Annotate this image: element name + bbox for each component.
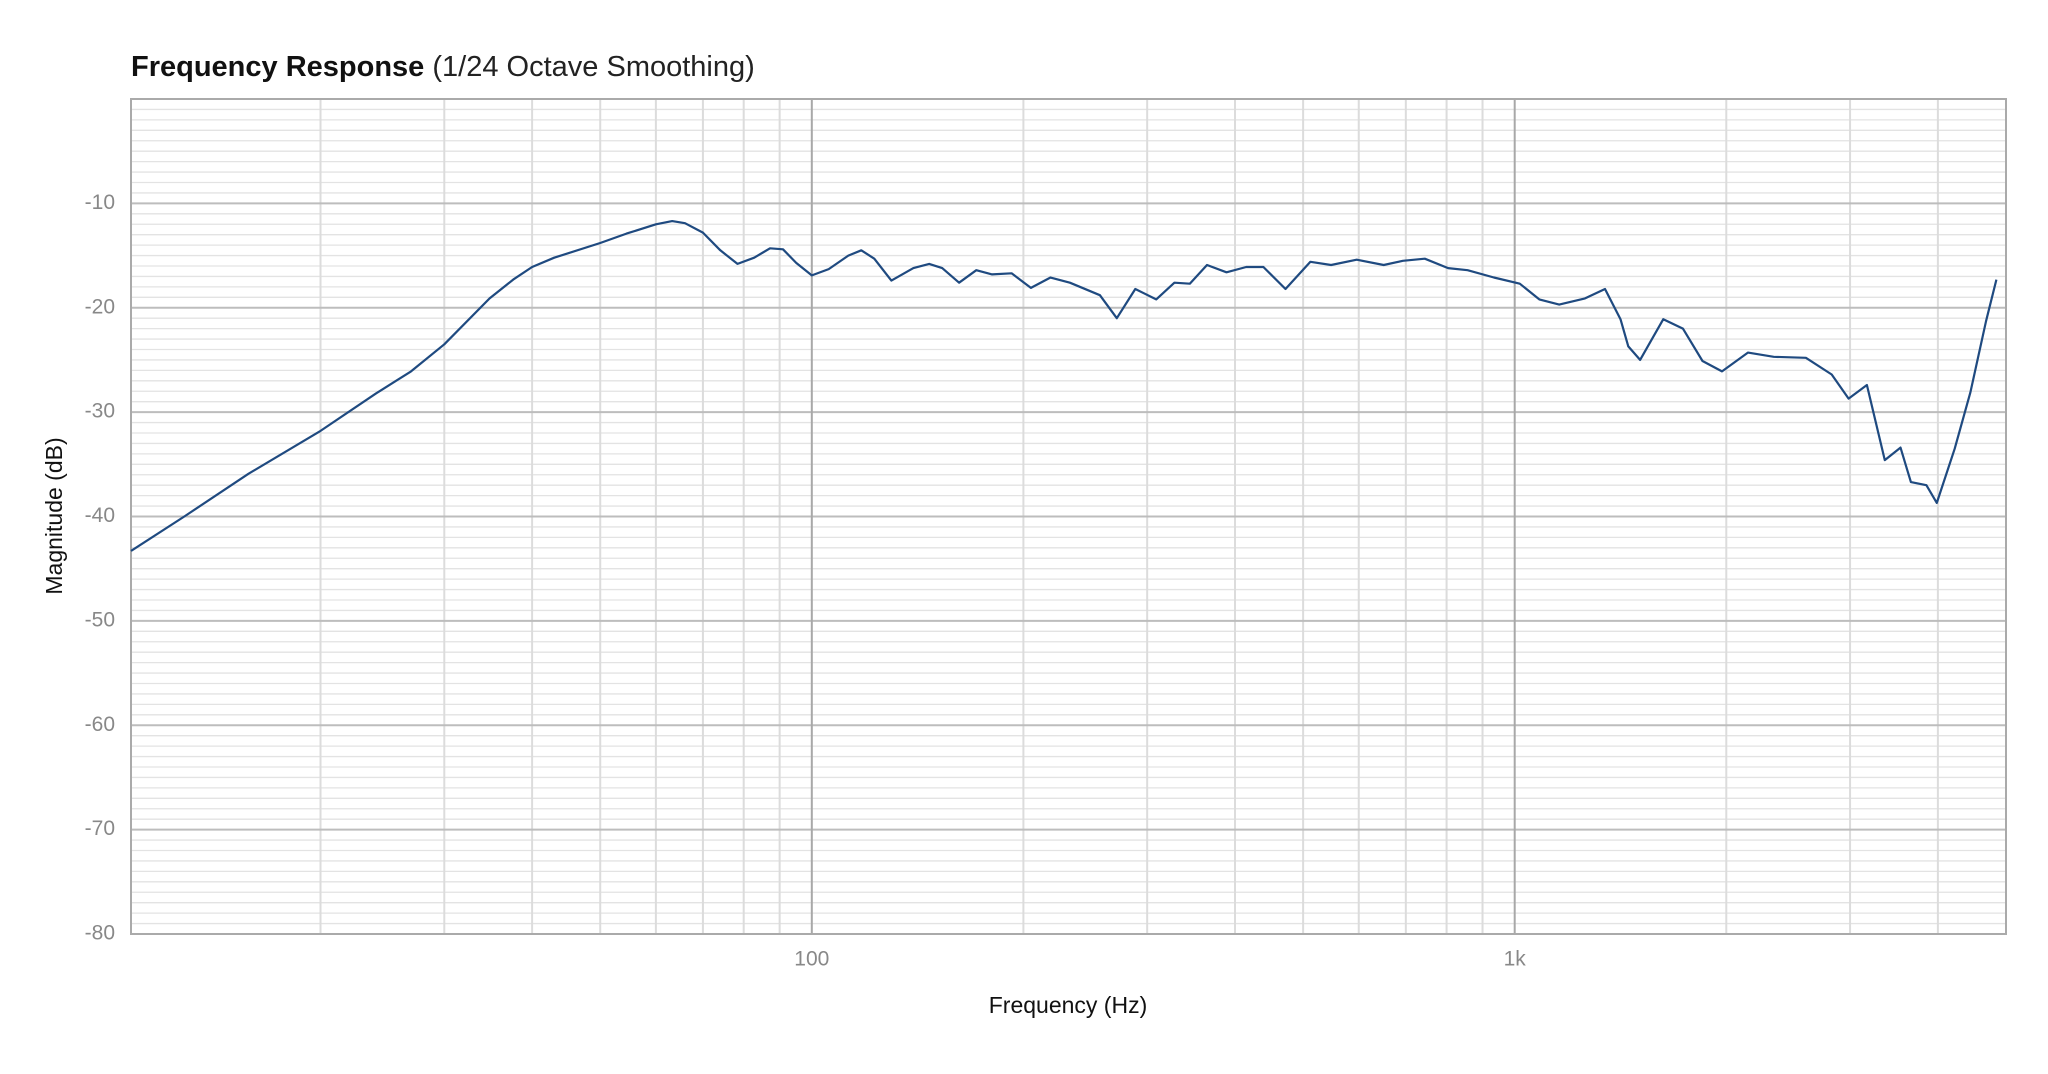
- plot-border: [130, 98, 2007, 935]
- y-tick-label: -50: [85, 608, 115, 631]
- y-axis-label: Magnitude (dB): [41, 437, 67, 594]
- y-tick-label: -80: [85, 922, 115, 945]
- x-tick-label: 1k: [1504, 948, 1527, 971]
- x-axis-label: Frequency (Hz): [989, 992, 1147, 1018]
- y-tick-label: -20: [85, 295, 115, 318]
- y-tick-label: -60: [85, 713, 115, 736]
- y-tick-label: -40: [85, 504, 115, 527]
- y-tick-label: -10: [85, 191, 115, 214]
- line: [130, 220, 1998, 552]
- y-tick-label: -30: [85, 400, 115, 423]
- title: Frequency Response: [131, 51, 424, 83]
- x-tick-label: 100: [794, 948, 829, 971]
- y-tick-label: -70: [85, 817, 115, 840]
- subtitle: (1/24 Octave Smoothing): [432, 51, 754, 83]
- chart-title: Frequency Response (1/24 Octave Smoothin…: [131, 51, 755, 83]
